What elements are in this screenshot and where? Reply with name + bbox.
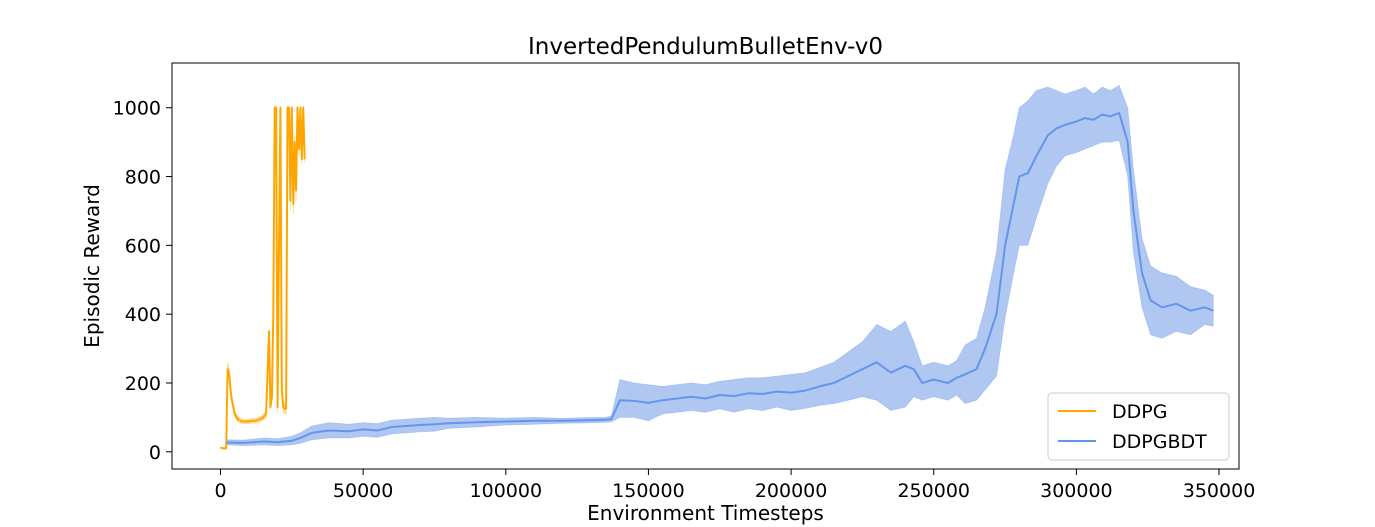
y-tick-label: 400 — [125, 304, 161, 326]
x-tick-label: 100000 — [470, 480, 543, 502]
series-lines — [220, 106, 1214, 450]
x-axis-ticks: 0 50000 100000 150000 200000 250000 300000 3500… — [214, 469, 1255, 502]
y-tick-label: 600 — [125, 235, 161, 257]
plot-frame — [171, 62, 1240, 470]
legend-label-ddpg: DDPG — [1112, 401, 1167, 423]
x-axis-title: Environment Timesteps — [587, 501, 824, 525]
y-tick-label: 1000 — [113, 98, 161, 120]
legend: DDPG DDPGBDT — [1047, 392, 1230, 461]
ddpg-series-line — [220, 106, 306, 450]
chart-title: InvertedPendulumBulletEnv-v0 — [528, 34, 883, 60]
x-tick-label: 300000 — [1040, 480, 1113, 502]
y-tick-label: 200 — [125, 373, 161, 395]
y-axis-ticks: 0 200 400 600 800 1000 — [113, 98, 172, 464]
x-tick-label: 250000 — [897, 480, 970, 502]
legend-box — [1047, 392, 1230, 461]
legend-label-ddpgbdt: DDPGBDT — [1112, 431, 1207, 453]
ddpg-confidence-band — [220, 105, 306, 450]
x-tick-label: 0 — [214, 480, 226, 502]
x-tick-label: 50000 — [333, 480, 393, 502]
y-axis-title: Episodic Reward — [80, 184, 104, 348]
confidence-bands — [220, 84, 1214, 450]
y-tick-label: 0 — [149, 442, 161, 464]
x-tick-label: 200000 — [755, 480, 828, 502]
y-tick-label: 800 — [125, 167, 161, 189]
x-tick-label: 350000 — [1183, 480, 1256, 502]
x-tick-label: 150000 — [612, 480, 685, 502]
ddpgbdt-confidence-band — [225, 84, 1214, 447]
ddpgbdt-series-line — [226, 111, 1214, 444]
